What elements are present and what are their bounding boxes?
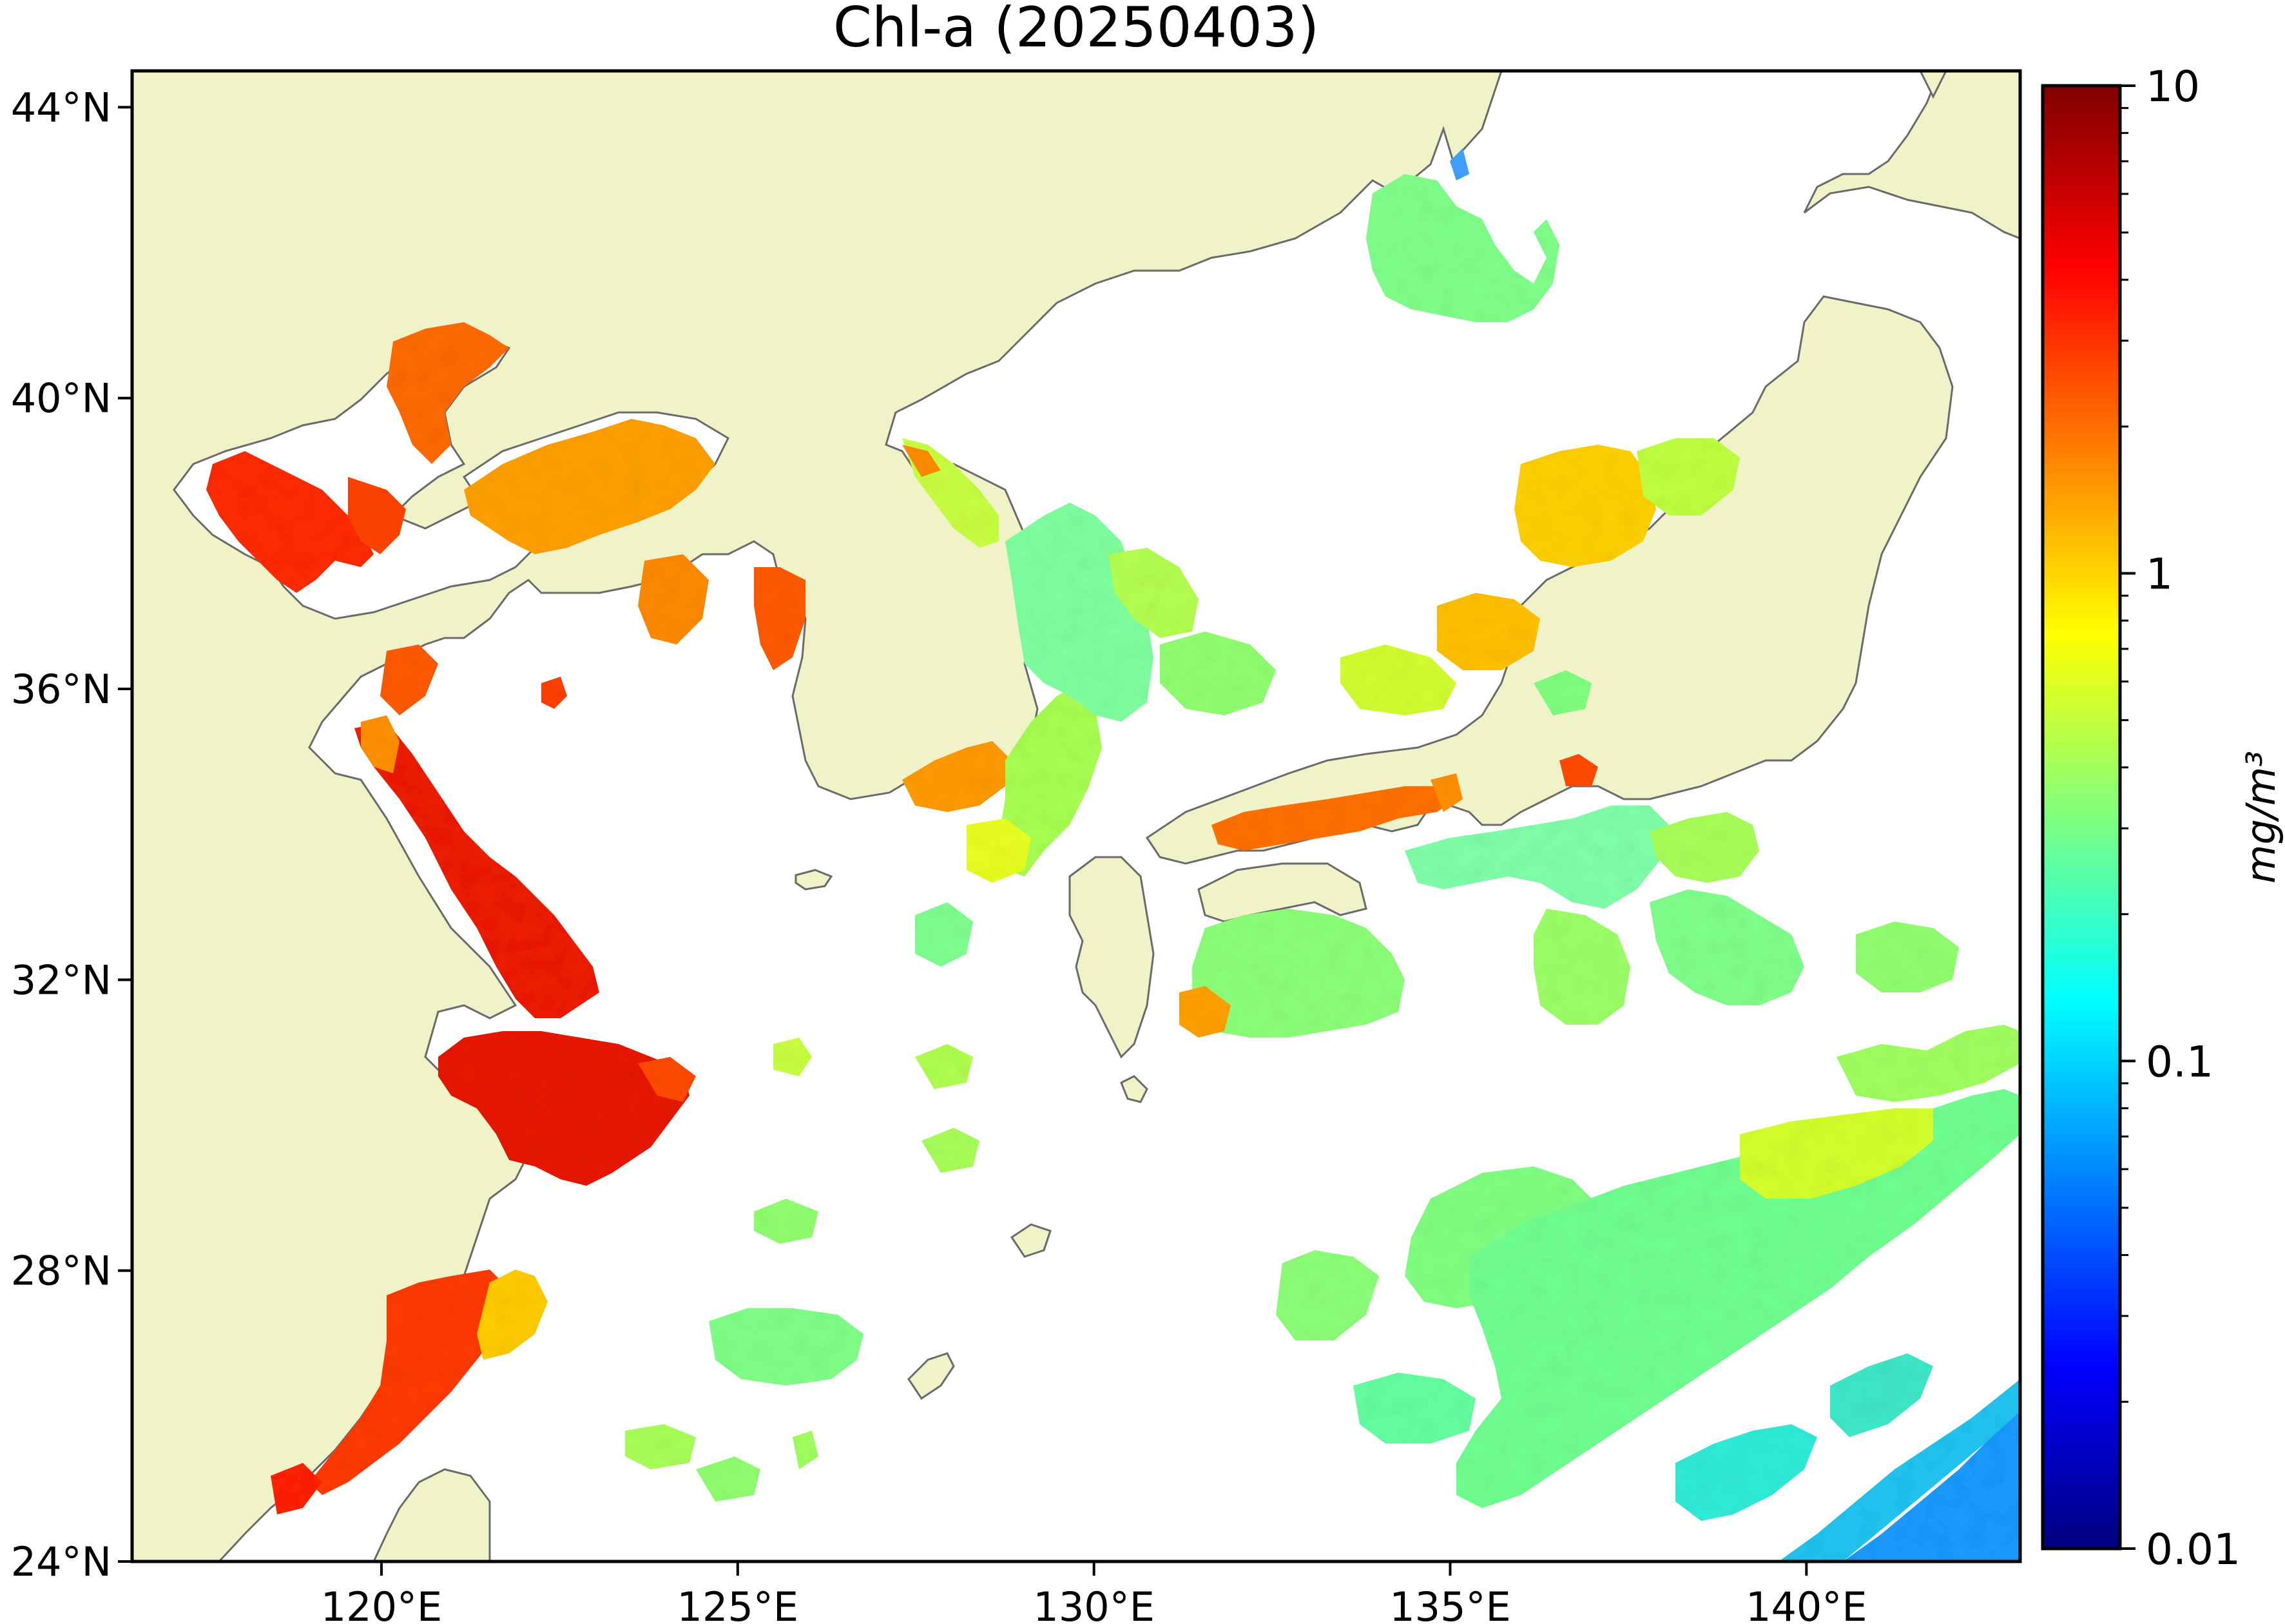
chl-korea-west-2	[754, 567, 805, 670]
colorbar-tick-label: 1	[2146, 550, 2173, 599]
chl-pacific-yellow	[1740, 1108, 1933, 1199]
chl-korea-west-1	[638, 554, 709, 644]
chl-shandong-south	[380, 644, 438, 715]
lat-tick-label: 32°N	[11, 956, 111, 1003]
chl-zhejiang-coast	[309, 1270, 509, 1495]
taiwan	[372, 1468, 491, 1561]
map-title: Chl-a (20250403)	[833, 0, 1320, 60]
chl-tsushima	[915, 902, 973, 967]
chl-ecs-2	[754, 1199, 818, 1244]
chl-korea-ne-orange	[902, 445, 941, 477]
chl-jiangsu-coast	[354, 722, 599, 1018]
chl-pacific-west	[1276, 1250, 1379, 1340]
chl-sd-dot	[541, 677, 567, 709]
chl-seto-inland	[1211, 786, 1456, 851]
chl-east-sea-central	[1514, 445, 1656, 567]
chl-east-sea-sw	[1437, 593, 1540, 670]
chl-kuroshio-cyan	[1779, 1379, 2020, 1561]
chl-tokai	[1534, 909, 1630, 1025]
chl-ecs-1	[921, 1128, 979, 1173]
chl-east-sea-mid	[1160, 632, 1276, 715]
chl-pacific-mid-south	[1353, 1373, 1476, 1444]
colorbar	[2041, 84, 2122, 1551]
chl-yangtze-estuary	[438, 1031, 689, 1186]
chl-liaodong-bay	[387, 322, 509, 464]
chl-east-sea-e	[1637, 438, 1740, 516]
lon-tick-label: 120°E	[321, 1583, 443, 1624]
chl-west-japan-coast	[967, 818, 1031, 883]
kyushu	[1068, 856, 1155, 1059]
okinawa	[907, 1352, 955, 1400]
chl-east-sea-nw	[1450, 148, 1469, 180]
chl-ulleung	[1108, 548, 1199, 638]
chl-korea-south	[902, 741, 1012, 812]
lon-tick-label: 125°E	[677, 1583, 799, 1624]
chl-ecs-south-1	[625, 1424, 696, 1469]
latitude-axis: 44°N 40°N 36°N 32°N 28°N 24°N	[11, 84, 132, 1585]
colorbar-tick-label: 10	[2146, 62, 2200, 111]
chl-pacific-main	[1456, 1089, 2020, 1508]
jeju	[795, 869, 833, 891]
lon-tick-label: 130°E	[1033, 1583, 1155, 1624]
chl-noto	[1534, 670, 1592, 715]
chl-osaka-bay	[1431, 773, 1463, 812]
chl-ecs-south-3	[793, 1431, 818, 1469]
chl-yangtze-plume	[638, 1057, 696, 1102]
colorbar-minor-ticks	[2120, 107, 2128, 1403]
chl-japan-east-coast	[1650, 812, 1759, 883]
chl-ecs-south-2	[696, 1456, 760, 1502]
colorbar-ticks: 10 1 0.1 0.01	[2120, 62, 2241, 1574]
chl-north-yellow-sea	[464, 419, 715, 554]
tanegashima	[1120, 1075, 1148, 1103]
chl-ryukyu-west	[709, 1308, 863, 1386]
chl-east-sea-s	[1340, 644, 1456, 715]
lat-tick-label: 36°N	[11, 666, 111, 713]
amami	[1010, 1223, 1052, 1258]
chl-south-shikoku-orange	[1179, 986, 1231, 1038]
lat-tick-label: 40°N	[11, 375, 111, 422]
longitude-axis: 120°E 125°E 130°E 135°E 140°E	[321, 1561, 1867, 1624]
chl-bohai-central	[348, 477, 406, 554]
lon-tick-label: 135°E	[1389, 1583, 1511, 1624]
map-frame	[130, 69, 2022, 1563]
chl-ryukyu-north	[915, 1044, 973, 1089]
colorbar-unit-label: mg/m³	[2237, 751, 2284, 884]
chl-ecs-3	[773, 1038, 812, 1076]
chl-south-shikoku	[1192, 909, 1405, 1038]
lat-tick-label: 28°N	[11, 1248, 111, 1295]
chl-ise-bay	[1559, 754, 1598, 786]
chl-east-sea-north	[1366, 174, 1559, 322]
chlorophyll-layer	[206, 148, 2020, 1561]
chl-pacific-cyan-1	[1675, 1424, 1817, 1521]
chl-korea-strait	[999, 683, 1102, 876]
lat-tick-label: 24°N	[11, 1538, 111, 1585]
chl-izu-east	[1650, 889, 1804, 1005]
chl-jiangsu-orange	[361, 715, 400, 773]
sakhalin-tip	[1919, 71, 1947, 99]
chl-bohai-west	[206, 451, 374, 593]
hokkaido	[1803, 71, 2020, 240]
chl-pacific-cyan-2	[1830, 1353, 1933, 1437]
chl-fujian	[271, 1463, 322, 1514]
lat-tick-label: 44°N	[11, 84, 111, 131]
colorbar-tick-label: 0.1	[2146, 1037, 2213, 1087]
chl-kii-south	[1405, 806, 1669, 909]
chl-zhejiang-offshore	[477, 1270, 548, 1360]
lon-tick-label: 140°E	[1746, 1583, 1867, 1624]
chl-kuroshio-blue	[1843, 1405, 2020, 1561]
chl-pacific-nearshore	[1837, 1025, 2020, 1102]
colorbar-tick-label: 0.01	[2146, 1525, 2241, 1574]
chl-pacific-far-east	[1856, 922, 1959, 992]
